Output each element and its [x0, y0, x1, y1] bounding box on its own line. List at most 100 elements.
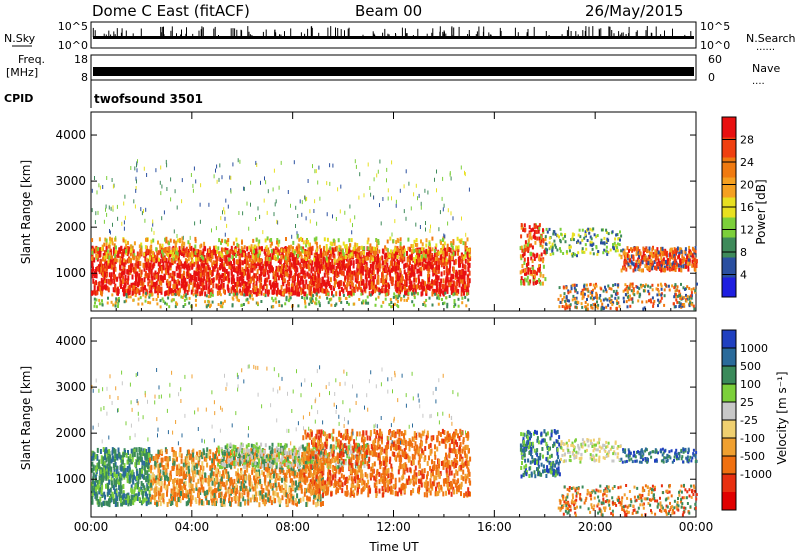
echo-cell: [384, 260, 386, 265]
echo-cell: [636, 248, 638, 252]
echo-cell: [446, 258, 448, 262]
echo-cell: [173, 298, 175, 301]
echo-cell: [557, 234, 559, 237]
echo-cell: [664, 251, 666, 255]
echo-cell: [374, 177, 375, 181]
echo-cell: [266, 245, 268, 249]
echo-cell: [229, 293, 231, 296]
echo-cell: [187, 253, 189, 258]
echo-cell: [264, 199, 265, 203]
echo-cell: [632, 301, 634, 304]
echo-cell: [459, 282, 461, 287]
echo-cell: [608, 232, 610, 235]
echo-cell: [582, 292, 584, 295]
echo-cell: [212, 255, 214, 259]
echo-cell: [657, 299, 659, 302]
echo-cell: [466, 287, 468, 292]
echo-cell: [280, 269, 282, 274]
echo-cell: [274, 276, 276, 281]
echo-cell: [133, 199, 134, 203]
echo-cell: [425, 244, 427, 248]
echo-cell: [212, 266, 214, 271]
echo-cell: [194, 276, 196, 281]
echo-cell: [260, 283, 262, 288]
echo-cell: [117, 217, 118, 221]
echo-cell: [597, 250, 599, 253]
echo-cell: [458, 245, 460, 249]
echo-cell: [346, 287, 348, 292]
echo-cell: [588, 232, 590, 235]
echo-cell: [685, 265, 687, 269]
echo-cell: [281, 264, 283, 269]
echo-cell: [112, 178, 113, 182]
echo-cell: [219, 178, 220, 182]
echo-cell: [440, 210, 441, 214]
echo-cell: [178, 281, 180, 286]
echo-cell: [445, 252, 447, 257]
echo-cell: [272, 305, 274, 308]
echo-cell: [232, 162, 233, 166]
colorbar-tick-label: 20: [740, 179, 754, 192]
nsearch-marker: ......: [756, 42, 775, 53]
echo-cell: [288, 245, 290, 249]
echo-cell: [95, 211, 96, 215]
echo-cell: [219, 163, 220, 167]
echo-cell: [396, 295, 398, 298]
echo-cell: [428, 242, 430, 246]
echo-cell: [570, 290, 572, 293]
echo-cell: [413, 304, 415, 307]
echo-cell: [615, 234, 617, 237]
colorbar-segment: [722, 237, 736, 258]
echo-cell: [362, 300, 364, 303]
echo-cell: [465, 233, 466, 237]
echo-cell: [275, 271, 277, 276]
echo-cell: [467, 282, 469, 287]
echo-cell: [456, 282, 458, 287]
echo-cell: [146, 173, 147, 177]
echo-cell: [370, 274, 372, 279]
echo-cell: [630, 265, 632, 269]
echo-cell: [300, 252, 302, 256]
echo-cell: [643, 251, 645, 255]
echo-cell: [560, 228, 562, 231]
echo-cell: [181, 264, 183, 269]
echo-cell: [584, 305, 586, 308]
echo-cell: [232, 285, 234, 290]
echo-cell: [583, 237, 585, 240]
echo-cell: [268, 264, 270, 269]
echo-cell: [388, 197, 389, 201]
echo-cell: [627, 246, 629, 250]
echo-cell: [643, 289, 645, 292]
echo-cell: [106, 242, 108, 246]
echo-cell: [259, 215, 260, 219]
echo-cell: [273, 187, 274, 191]
echo-cell: [663, 257, 665, 261]
echo-cell: [228, 278, 230, 283]
echo-cell: [422, 303, 424, 306]
echo-cell: [162, 278, 164, 283]
echo-cell: [370, 193, 371, 197]
echo-cell: [461, 166, 462, 170]
echo-cell: [217, 180, 218, 184]
echo-cell: [223, 207, 224, 211]
echo-cell: [195, 299, 197, 302]
echo-cell: [575, 301, 577, 304]
echo-cell: [404, 299, 406, 302]
echo-cell: [614, 238, 616, 241]
echo-cell: [343, 271, 345, 276]
echo-cell: [188, 302, 190, 305]
echo-cell: [464, 254, 466, 258]
echo-cell: [444, 204, 445, 208]
echo-cell: [274, 169, 275, 173]
echo-cell: [172, 293, 174, 296]
echo-cell: [297, 277, 299, 282]
echo-cell: [275, 202, 276, 206]
echo-cell: [287, 249, 289, 253]
echo-cell: [254, 266, 256, 271]
echo-cell: [326, 297, 328, 300]
echo-cell: [602, 242, 604, 245]
nsky-tick-bottom: 10^0: [58, 39, 88, 52]
echo-cell: [332, 294, 334, 297]
echo-cell: [338, 297, 340, 300]
